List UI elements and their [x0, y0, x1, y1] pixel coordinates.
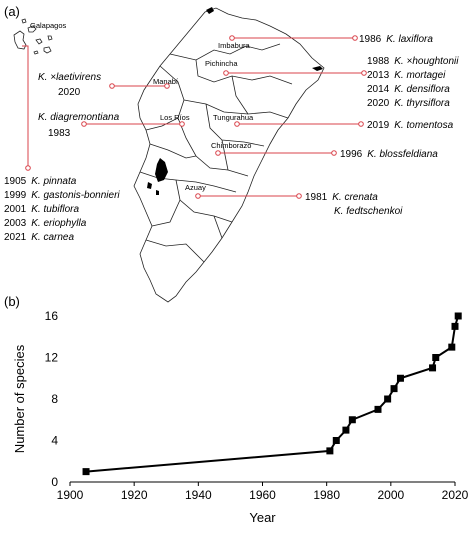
year-label: 2003 — [4, 218, 27, 229]
y-tick-label: 4 — [51, 434, 58, 448]
data-point — [374, 405, 382, 413]
data-point — [454, 312, 462, 320]
province-azuay: Azuay — [185, 183, 206, 192]
year-label: 2020 — [58, 87, 81, 98]
year-label: 1999 — [4, 190, 27, 201]
year-label: 1986 — [359, 34, 382, 45]
species-name: K. crenata — [332, 192, 378, 203]
x-tick-label: 1920 — [121, 488, 148, 502]
province-tungurahua: Tungurahua — [213, 113, 254, 122]
year-label: 2019 — [367, 120, 390, 131]
x-tick-label: 2000 — [377, 488, 404, 502]
year-label: 2013 — [367, 70, 390, 81]
species-name: K. thyrsiflora — [394, 98, 450, 109]
species-labels: 1986 K. laxiflora 1988 K. ×houghtonii 2013… — [4, 34, 459, 243]
ecuador-map — [133, 7, 325, 303]
coastal-islands — [147, 7, 323, 195]
year-label: 1905 — [4, 176, 27, 187]
y-tick-label: 0 — [51, 475, 58, 489]
year-label: 1983 — [48, 128, 71, 139]
x-tick-label: 1900 — [57, 488, 84, 502]
year-label: 1996 — [340, 149, 363, 160]
data-point — [448, 343, 456, 351]
data-point — [384, 395, 392, 403]
species-name: K. laxiflora — [386, 34, 433, 45]
map-connectors — [22, 35, 367, 199]
species-name: K. pinnata — [31, 176, 76, 187]
data-point — [342, 426, 350, 434]
species-name: K. eriophylla — [31, 218, 86, 229]
y-tick-label: 8 — [51, 392, 58, 406]
x-tick-label: 1940 — [185, 488, 212, 502]
data-point — [390, 385, 398, 393]
province-chimborazo: Chimborazo — [211, 141, 251, 150]
species-name: K. tomentosa — [394, 120, 453, 131]
species-name: K. ×houghtonii — [394, 56, 459, 67]
panel-a-label: (a) — [4, 4, 20, 19]
species-name: K. diagremontiana — [38, 112, 120, 123]
species-name: K. tubiflora — [31, 204, 79, 215]
species-name: K. mortagei — [394, 70, 446, 81]
data-point — [396, 374, 404, 382]
x-tick-label: 1980 — [313, 488, 340, 502]
year-label: 1981 — [305, 192, 328, 203]
province-imbabura: Imbabura — [218, 41, 251, 50]
data-point — [451, 322, 459, 330]
x-axis-title: Year — [249, 510, 276, 525]
species-name: K. blossfeldiana — [367, 149, 438, 160]
data-point — [326, 447, 334, 455]
species-count-chart: 1900 1920 1940 1960 1980 2000 2020 0 4 8 12 16 Year N… — [12, 309, 469, 525]
species-name: K. gastonis-bonnieri — [31, 190, 120, 201]
data-point — [429, 364, 437, 372]
species-name: K. densiflora — [394, 84, 450, 95]
species-name: K. carnea — [31, 232, 74, 243]
province-los-rios: Los Ríos — [160, 113, 190, 122]
year-label: 2014 — [367, 84, 390, 95]
year-label: 2021 — [4, 232, 27, 243]
species-name: K. ×laetivirens — [38, 72, 101, 83]
x-tick-label: 1960 — [249, 488, 276, 502]
y-axis-title: Number of species — [12, 344, 27, 453]
year-label: 1988 — [367, 56, 390, 67]
data-point — [332, 437, 340, 444]
year-label: 2020 — [367, 98, 390, 109]
series-line — [85, 315, 460, 473]
x-tick-label: 2020 — [442, 488, 469, 502]
data-point — [82, 468, 90, 476]
galapagos-islands — [13, 18, 53, 55]
province-pichincha: Pichincha — [205, 59, 238, 68]
year-label: 2001 — [4, 204, 27, 215]
province-galapagos: Galapagos — [30, 21, 67, 30]
data-point — [348, 416, 356, 424]
panel-b-label: (b) — [4, 294, 20, 309]
data-point — [432, 354, 440, 361]
species-name: K. fedtschenkoi — [334, 206, 403, 217]
y-tick-label: 16 — [45, 309, 59, 323]
province-manabi: Manabí — [153, 77, 179, 86]
y-tick-label: 12 — [45, 351, 59, 365]
